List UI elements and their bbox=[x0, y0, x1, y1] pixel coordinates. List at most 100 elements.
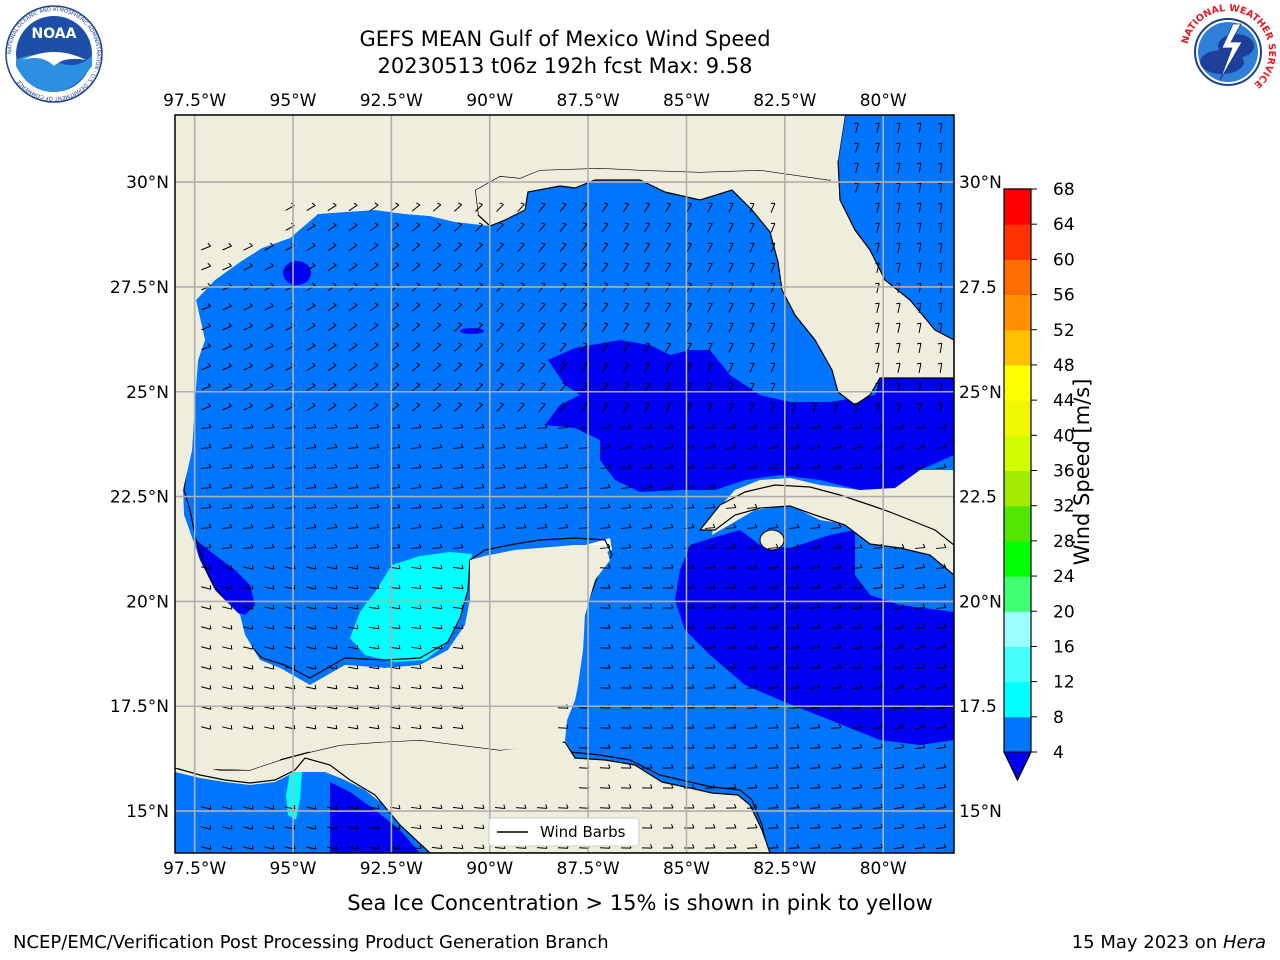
wind-barb-flag bbox=[374, 382, 379, 386]
wind-barb bbox=[557, 507, 569, 509]
wind-barb-flag bbox=[502, 503, 506, 508]
loop-current-wind-zone bbox=[545, 340, 954, 492]
wind-barb-flag bbox=[562, 262, 567, 265]
wind-barb-flag bbox=[712, 684, 716, 689]
wind-barb-flag bbox=[293, 844, 296, 850]
wind-barb-flag bbox=[440, 684, 443, 689]
wind-barb bbox=[453, 224, 463, 232]
wind-barb bbox=[897, 223, 901, 233]
wind-barb-flag bbox=[440, 624, 443, 629]
wind-barb bbox=[390, 344, 400, 352]
wind-barb-flag bbox=[562, 362, 567, 365]
wind-barb-flag bbox=[670, 483, 674, 488]
wind-barb-flag bbox=[270, 282, 274, 287]
wind-barb-flag bbox=[671, 604, 674, 609]
wind-barb-flag bbox=[332, 222, 337, 226]
wind-barb bbox=[855, 143, 859, 153]
wind-barb bbox=[515, 807, 527, 809]
wind-barb-flag bbox=[562, 222, 567, 225]
wind-barb bbox=[704, 467, 716, 469]
wind-barb-flag bbox=[478, 362, 483, 365]
wind-barb bbox=[728, 343, 734, 353]
lat-tick-label-right: 25°N bbox=[959, 383, 1002, 403]
wind-barb-flag bbox=[875, 242, 880, 245]
wind-barb bbox=[348, 364, 358, 372]
wind-barb bbox=[830, 567, 842, 569]
wind-barb bbox=[411, 364, 421, 372]
wind-barb bbox=[496, 384, 504, 392]
wind-barb-flag bbox=[481, 483, 485, 488]
wind-barb bbox=[914, 766, 926, 770]
wind-barb-flag bbox=[503, 804, 506, 809]
wind-barb-flag bbox=[666, 202, 671, 205]
wind-barb-flag bbox=[624, 382, 629, 385]
wind-barb-flag bbox=[916, 382, 922, 385]
wind-barb bbox=[390, 324, 400, 332]
wind-barb-flag bbox=[896, 402, 901, 405]
wind-barb-flag bbox=[482, 844, 485, 849]
wind-barb-flag bbox=[922, 623, 926, 628]
wind-barb-flag bbox=[460, 523, 464, 528]
wind-barb-flag bbox=[733, 624, 737, 629]
wind-barb bbox=[475, 304, 483, 312]
wind-barb-flag bbox=[796, 623, 800, 628]
wind-barb bbox=[809, 787, 821, 789]
wind-barb bbox=[517, 363, 525, 373]
wind-barb bbox=[201, 566, 211, 570]
wind-barb-flag bbox=[416, 242, 421, 246]
wind-barb bbox=[830, 807, 842, 809]
wind-barb-flag bbox=[440, 844, 443, 849]
wind-barb-flag bbox=[629, 684, 632, 689]
wind-barb bbox=[263, 467, 275, 469]
wind-barb bbox=[411, 244, 421, 252]
wind-barb-flag bbox=[645, 282, 650, 285]
wind-barb-flag bbox=[691, 604, 695, 609]
wind-barb-flag bbox=[208, 483, 212, 488]
wind-barb-flag bbox=[775, 683, 779, 688]
wind-barb-flag bbox=[374, 202, 379, 206]
wind-barb-flag bbox=[691, 664, 695, 669]
wind-barb-flag bbox=[875, 382, 880, 385]
wind-barb bbox=[432, 204, 442, 212]
wind-barb bbox=[599, 527, 611, 529]
wind-barb bbox=[517, 343, 525, 353]
wind-barb-flag bbox=[502, 523, 506, 528]
wind-barb bbox=[876, 183, 880, 193]
wind-barb bbox=[538, 283, 546, 293]
wind-barb bbox=[305, 566, 317, 570]
wind-barb bbox=[641, 527, 653, 529]
wind-barb-flag bbox=[271, 543, 275, 548]
wind-barb-flag bbox=[335, 584, 338, 590]
wind-barb-flag bbox=[922, 463, 926, 468]
wind-barb-flag bbox=[666, 382, 671, 385]
wind-barb bbox=[707, 303, 713, 313]
wind-barb bbox=[876, 223, 880, 233]
wind-barb-flag bbox=[356, 664, 359, 669]
wind-barb-flag bbox=[356, 584, 359, 589]
wind-barb-flag bbox=[916, 122, 922, 125]
wind-barb bbox=[368, 846, 380, 850]
wind-barb bbox=[410, 586, 422, 590]
wind-barb-flag bbox=[499, 282, 504, 285]
wind-barb-flag bbox=[645, 242, 650, 245]
wind-barb-flag bbox=[922, 563, 926, 568]
wind-barb-flag bbox=[461, 724, 464, 729]
wind-barb-flag bbox=[608, 624, 611, 629]
wind-barb bbox=[222, 325, 232, 331]
wind-barb bbox=[851, 787, 863, 789]
wind-barb bbox=[410, 706, 422, 710]
wind-barb bbox=[788, 767, 800, 769]
wind-barb bbox=[369, 264, 379, 272]
wind-barb bbox=[538, 403, 546, 413]
wind-barb bbox=[536, 427, 548, 429]
wind-barb bbox=[431, 547, 443, 549]
wind-barb bbox=[557, 707, 569, 709]
wind-barb bbox=[453, 244, 463, 252]
lon-tick-label-top: 90°W bbox=[466, 91, 513, 111]
wind-barb bbox=[559, 323, 567, 333]
wind-barb bbox=[390, 384, 400, 392]
wind-barb-flag bbox=[293, 624, 296, 630]
wind-barb bbox=[347, 826, 359, 830]
wind-barb bbox=[264, 846, 274, 850]
wind-barb-flag bbox=[624, 362, 629, 365]
